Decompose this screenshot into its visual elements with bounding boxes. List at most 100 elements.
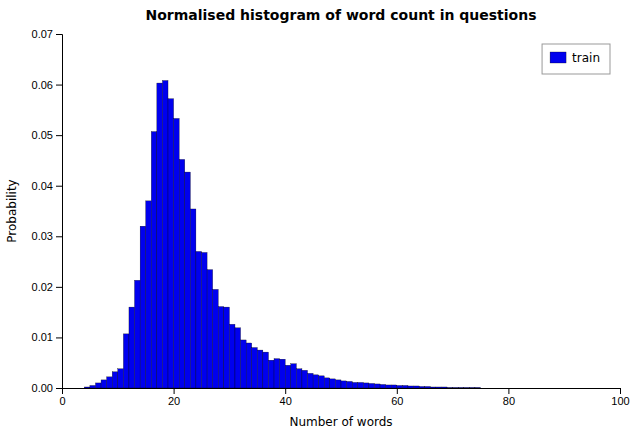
tick-mark: [56, 337, 62, 338]
bar: [614, 388, 620, 389]
bar: [296, 369, 302, 388]
bars: [84, 81, 480, 388]
bar: [274, 359, 280, 388]
bar: [174, 118, 180, 388]
tick-mark: [285, 388, 286, 394]
tick-label: 40: [280, 395, 292, 407]
title: Normalised histogram of word count in qu…: [145, 7, 536, 23]
bar: [581, 388, 587, 389]
bar: [520, 388, 526, 389]
bar: [587, 388, 593, 389]
bar: [252, 348, 258, 388]
bar: [469, 387, 475, 388]
bar: [308, 373, 314, 388]
bar: [179, 159, 185, 388]
legend: train: [542, 44, 610, 74]
bar: [241, 340, 247, 388]
tick: 0.05: [32, 129, 62, 141]
bar: [497, 388, 503, 389]
bar: [508, 388, 514, 389]
tick-label: 0.01: [32, 331, 53, 343]
tick-mark: [56, 135, 62, 136]
bar: [162, 81, 168, 388]
bar: [218, 307, 224, 388]
bar: [330, 379, 336, 388]
bar: [363, 383, 369, 388]
tick: 0.07: [32, 28, 62, 40]
bar: [430, 387, 436, 388]
bar: [358, 382, 364, 388]
bar: [352, 382, 358, 388]
bar: [525, 388, 531, 389]
bar: [313, 375, 319, 388]
bar: [107, 377, 113, 388]
tick: 0.04: [32, 180, 62, 192]
tick-mark: [56, 186, 62, 187]
bar: [257, 350, 263, 388]
bar: [185, 172, 191, 388]
bar: [598, 388, 604, 389]
bar: [135, 280, 141, 388]
bar: [369, 383, 375, 388]
bar: [95, 383, 101, 388]
bar: [168, 99, 174, 388]
bar: [564, 388, 570, 389]
bar: [503, 388, 509, 389]
tick: 0.03: [32, 230, 62, 242]
bar: [592, 388, 598, 389]
tick-label: 0.02: [32, 281, 53, 293]
bar: [447, 387, 453, 388]
tick-label: 60: [391, 395, 403, 407]
tick-mark: [56, 85, 62, 86]
bar: [123, 334, 129, 388]
bar: [559, 388, 565, 389]
tick-mark: [56, 236, 62, 237]
bar: [285, 365, 291, 388]
bar: [202, 252, 208, 388]
bar: [268, 360, 274, 388]
bar: [414, 386, 420, 388]
bar: [397, 385, 403, 388]
bar: [380, 384, 386, 388]
bar: [603, 388, 609, 389]
tick-mark: [508, 388, 509, 394]
bar: [553, 388, 559, 389]
tick-label: 80: [503, 395, 515, 407]
bar: [151, 132, 157, 388]
bar: [391, 385, 397, 388]
bar: [341, 381, 347, 388]
tick-mark: [397, 388, 398, 394]
bar: [453, 387, 459, 388]
bar: [419, 386, 425, 388]
bar: [68, 388, 74, 389]
bar: [79, 388, 85, 389]
bar: [464, 387, 470, 388]
tick: 0.02: [32, 281, 62, 293]
legend-label: train: [572, 51, 600, 65]
y-axis: 0.000.010.020.030.040.050.060.07: [32, 28, 63, 394]
bar: [458, 387, 464, 388]
bar: [575, 388, 581, 389]
bar: [402, 385, 408, 388]
bar: [486, 388, 492, 389]
bar: [536, 388, 542, 389]
bar: [190, 209, 196, 388]
bar: [280, 359, 286, 388]
bar: [302, 370, 308, 388]
tick-label: 0.05: [32, 129, 53, 141]
bar: [140, 226, 146, 388]
bar: [347, 381, 353, 388]
bar: [146, 201, 152, 388]
bar: [514, 388, 520, 389]
bar: [570, 388, 576, 389]
bar: [475, 387, 481, 388]
bar: [73, 388, 79, 389]
tick-label: 20: [168, 395, 180, 407]
bar: [408, 386, 414, 388]
bar: [547, 388, 553, 389]
bar: [492, 388, 498, 389]
axis-line: [56, 35, 63, 389]
tick-label: 0.03: [32, 230, 53, 242]
bar: [90, 385, 96, 388]
bar: [531, 388, 537, 389]
